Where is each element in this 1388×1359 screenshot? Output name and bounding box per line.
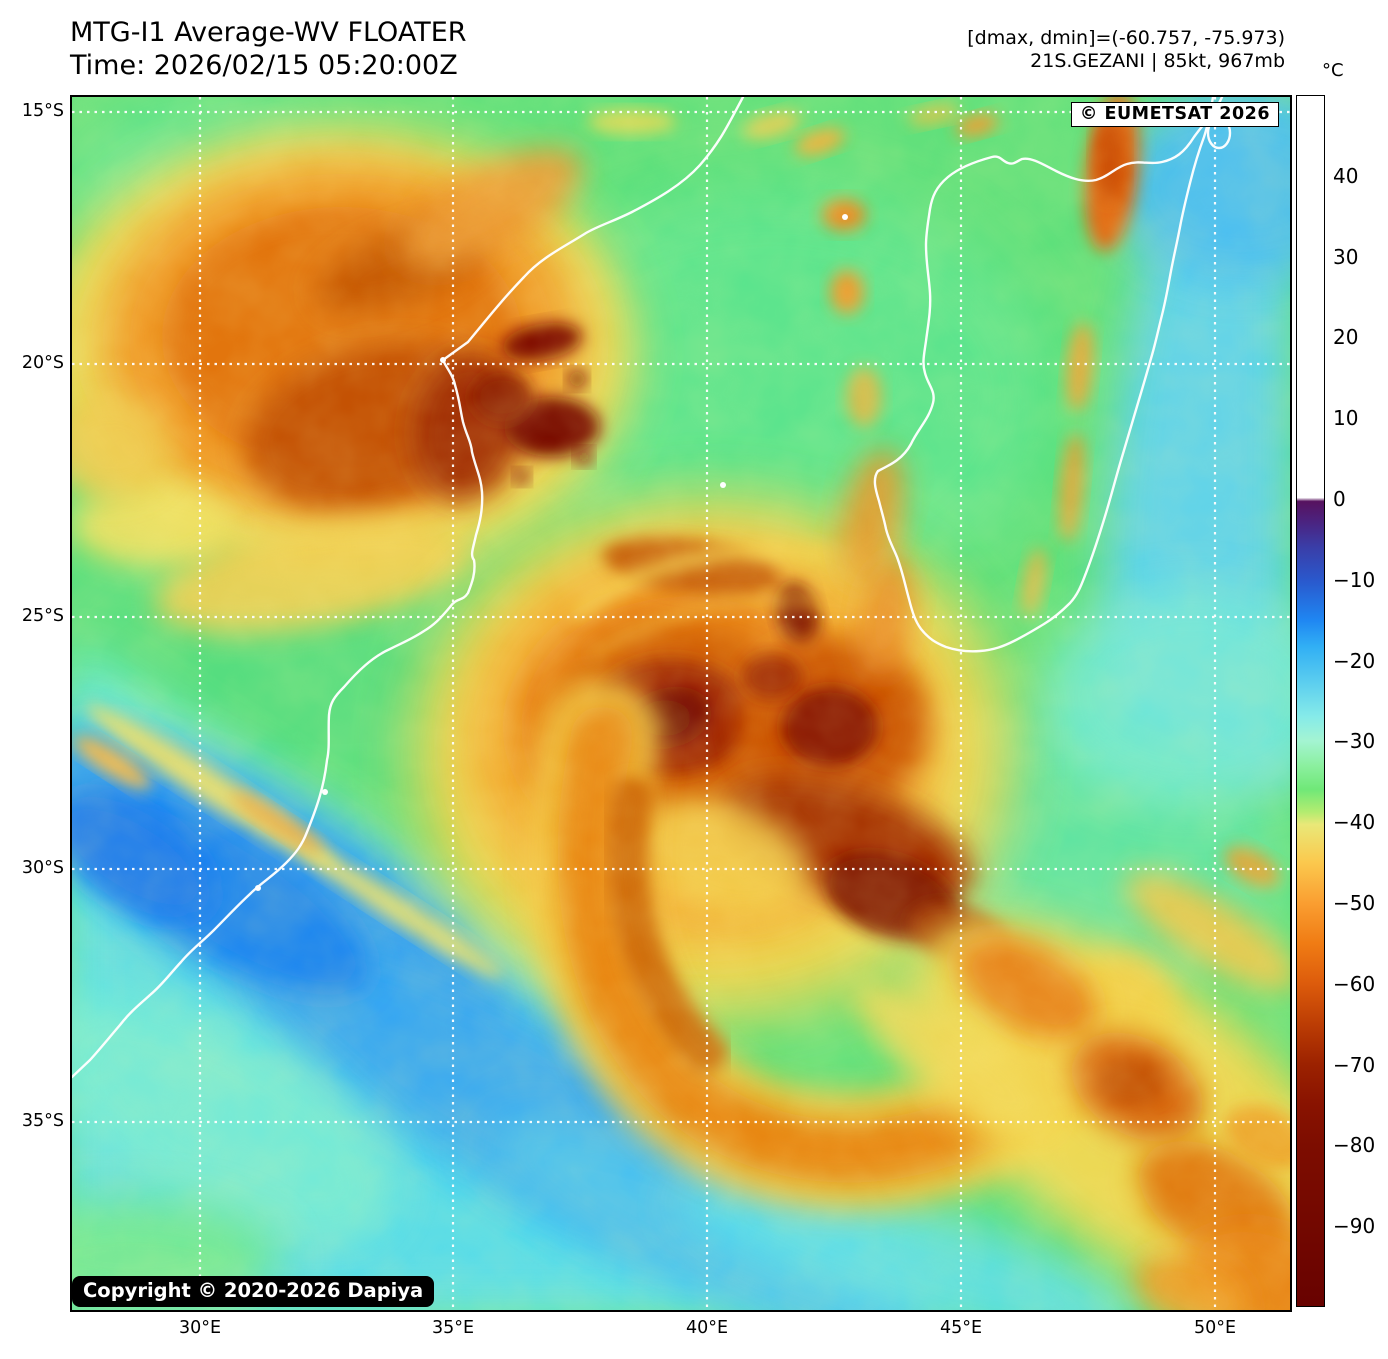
coastal-point-markers [255,214,848,891]
colorbar-tick: −70 [1333,1052,1376,1077]
dmax-dmin-readout: [dmax, dmin]=(-60.757, -75.973) [967,27,1285,49]
product-title-block: MTG-I1 Average-WV FLOATER Time: 2026/02/… [70,16,467,82]
latitude-tick: 35°S [21,1111,64,1131]
colorbar-tick: −20 [1333,648,1376,673]
colorbar-tick: −40 [1333,810,1376,835]
colorbar-tick: 20 [1333,325,1359,350]
colorbar-tick: −80 [1333,1133,1376,1158]
product-time: Time: 2026/02/15 05:20:00Z [70,50,458,81]
longitude-tick: 30°E [178,1318,222,1338]
colorbar-tick: −60 [1333,971,1376,996]
copyright-badge: Copyright © 2020-2026 Dapiya [72,1276,435,1307]
storm-id-intensity: 21S.GEZANI | 85kt, 967mb [1030,50,1285,72]
colorbar-tick: 30 [1333,244,1359,269]
longitude-tick: 45°E [939,1318,983,1338]
latitude-tick: 20°S [21,353,64,373]
eumetsat-credit-badge: © EUMETSAT 2026 [1070,102,1279,127]
latitude-tick: 25°S [21,606,64,626]
colorbar-unit-label: °C [1322,60,1344,81]
colorbar-tick: −90 [1333,1214,1376,1239]
product-title: MTG-I1 Average-WV FLOATER [70,17,467,48]
latitude-tick: 15°S [21,101,64,121]
water-vapor-imagery [72,97,1290,1310]
colorbar-tick: 10 [1333,406,1359,431]
colorbar-tick: −30 [1333,729,1376,754]
temperature-colorbar [1296,95,1325,1307]
longitude-tick: 35°E [431,1318,475,1338]
latitude-tick: 30°S [21,858,64,878]
colorbar-tick: 0 [1333,487,1346,511]
longitude-tick: 50°E [1193,1318,1237,1338]
africa-coastline [72,97,745,1079]
longitude-tick: 40°E [685,1318,729,1338]
storm-info-block: [dmax, dmin]=(-60.757, -75.973) 21S.GEZA… [967,27,1285,73]
colorbar-tick: 40 [1333,163,1359,188]
madagascar-coastline [873,97,1224,653]
colorbar-tick: −50 [1333,891,1376,915]
colorbar-tick: −10 [1333,567,1376,592]
satellite-map: © EUMETSAT 2026 Copyright © 2020-2026 Da… [70,95,1292,1312]
